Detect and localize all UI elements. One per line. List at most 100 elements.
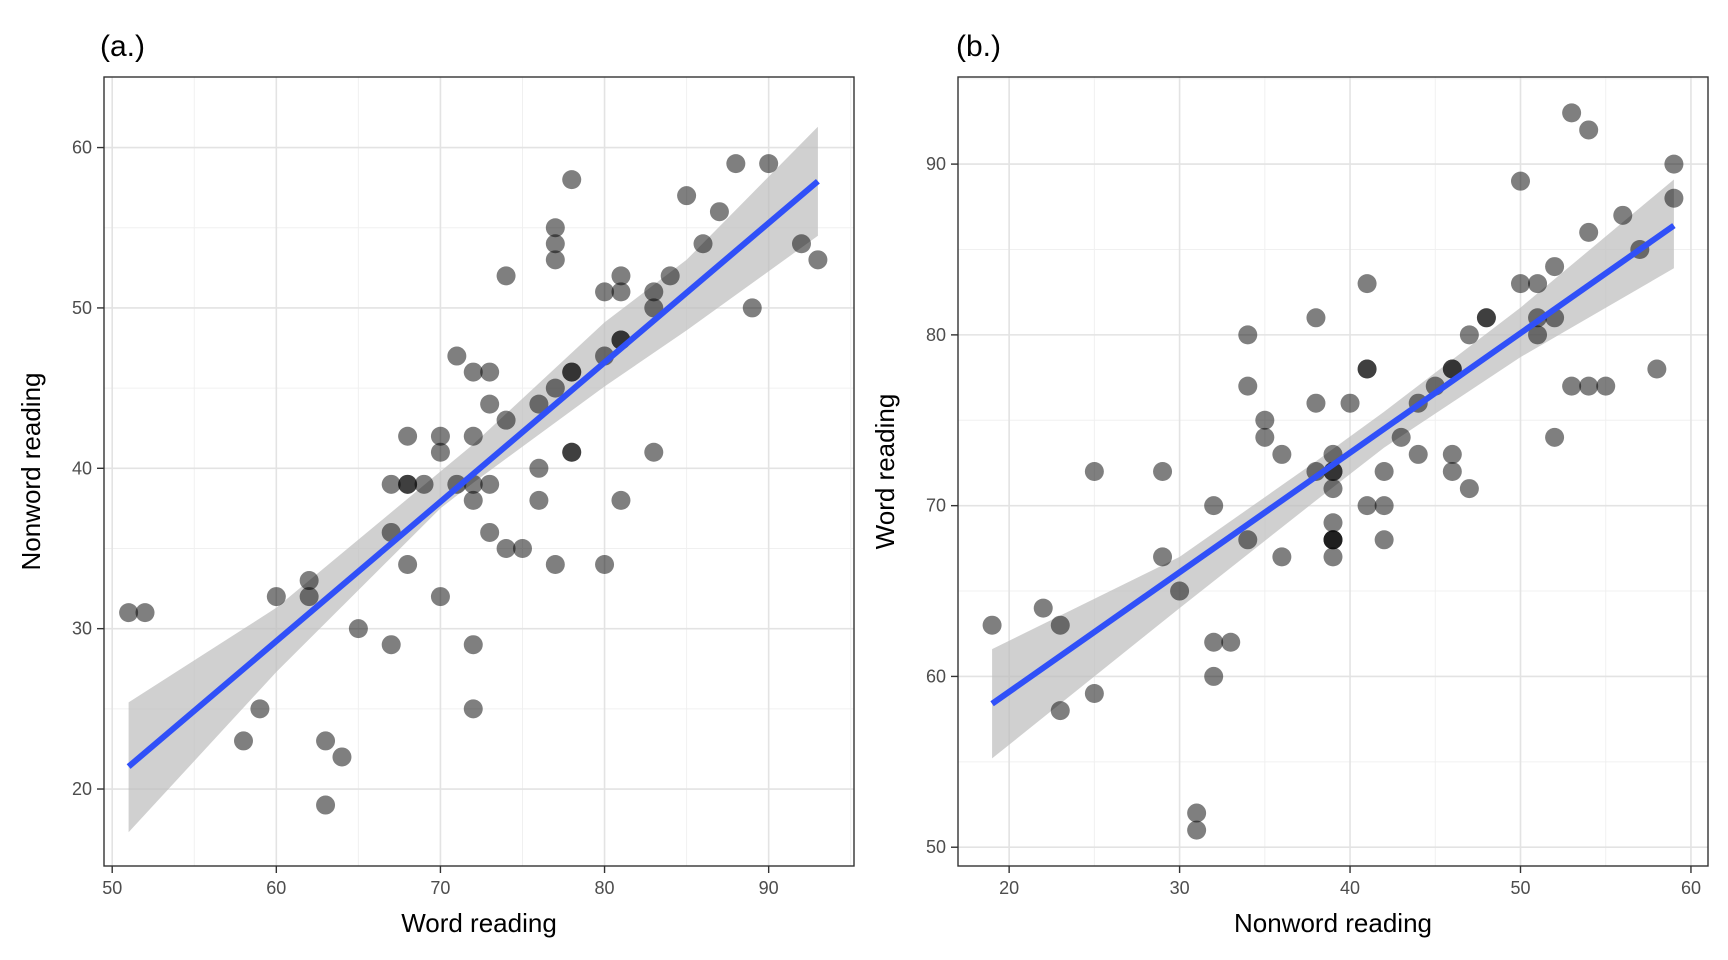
data-point — [316, 795, 336, 815]
data-point — [726, 154, 746, 174]
data-point — [1562, 103, 1582, 123]
data-point — [1579, 120, 1599, 140]
data-point — [463, 362, 483, 382]
x-tick-label: 70 — [430, 878, 450, 898]
x-tick-label: 50 — [102, 878, 122, 898]
data-point — [595, 555, 615, 575]
data-point — [381, 474, 401, 494]
data-point — [135, 603, 155, 623]
data-point — [1204, 496, 1224, 516]
data-point — [545, 555, 565, 575]
data-point — [1272, 444, 1292, 464]
data-point — [1084, 462, 1104, 481]
data-point — [348, 619, 368, 639]
data-point — [693, 234, 713, 254]
y-tick-label: 60 — [926, 666, 946, 686]
data-point — [759, 154, 779, 174]
data-point — [1238, 376, 1258, 396]
data-point — [644, 282, 664, 302]
data-point — [299, 571, 319, 591]
data-point — [299, 587, 319, 607]
data-point — [1545, 427, 1565, 447]
data-point — [1476, 308, 1496, 328]
data-point — [1238, 325, 1258, 345]
data-point — [480, 362, 500, 382]
data-point — [1323, 547, 1343, 567]
data-point — [1357, 359, 1377, 379]
data-point — [529, 490, 549, 510]
data-point — [1442, 462, 1462, 481]
data-point — [266, 587, 286, 607]
data-point — [529, 394, 549, 414]
y-tick-label: 40 — [72, 458, 92, 478]
data-point — [1187, 803, 1207, 823]
data-point — [1459, 479, 1479, 499]
data-point — [545, 234, 565, 254]
x-axis-title: Nonword reading — [1234, 908, 1432, 938]
data-point — [545, 250, 565, 270]
data-point — [1153, 547, 1173, 567]
data-point — [808, 250, 828, 270]
data-point — [1357, 496, 1377, 516]
data-point — [119, 603, 139, 623]
data-point — [1153, 462, 1173, 481]
data-point — [562, 442, 582, 462]
y-tick-label: 50 — [72, 298, 92, 318]
data-point — [1579, 376, 1599, 396]
x-tick-label: 60 — [1681, 878, 1701, 898]
data-point — [1613, 205, 1633, 225]
data-point — [1323, 479, 1343, 499]
data-point — [1459, 325, 1479, 345]
data-point — [611, 282, 631, 302]
data-point — [595, 282, 615, 302]
y-tick-label: 70 — [926, 496, 946, 516]
x-tick-label: 30 — [1170, 878, 1190, 898]
data-point — [496, 410, 516, 430]
data-point — [1596, 376, 1616, 396]
data-point — [463, 426, 483, 446]
data-point — [1050, 615, 1070, 635]
data-point — [316, 731, 336, 751]
data-point — [982, 615, 1002, 635]
panel-b: 20 30 40 50 60 50 60 70 80 90 Nonword reading Word … — [870, 30, 1709, 938]
data-point — [1033, 598, 1053, 618]
data-point — [496, 266, 516, 286]
data-point — [381, 635, 401, 655]
data-point — [791, 234, 811, 254]
x-tick-label: 80 — [595, 878, 615, 898]
data-point — [545, 378, 565, 398]
data-point — [1323, 513, 1343, 533]
y-tick-label: 30 — [72, 619, 92, 639]
data-point — [430, 587, 450, 607]
data-point — [1357, 274, 1377, 294]
data-point — [1579, 222, 1599, 242]
panel-label: (b.) — [956, 30, 1001, 63]
regression-line — [126, 178, 820, 769]
data-point — [233, 731, 253, 751]
data-point — [496, 538, 516, 558]
data-point — [1170, 581, 1190, 601]
data-point — [1442, 359, 1462, 379]
data-point — [1511, 171, 1530, 191]
data-point — [1204, 632, 1224, 652]
data-point — [709, 202, 729, 222]
data-point — [1528, 325, 1548, 345]
data-point — [480, 474, 500, 494]
data-point — [250, 699, 270, 719]
data-point — [1545, 257, 1565, 277]
data-point — [1272, 547, 1292, 567]
data-point — [1084, 684, 1104, 704]
data-point — [545, 218, 565, 238]
data-point — [332, 747, 352, 767]
data-point — [562, 362, 582, 382]
x-tick-label: 60 — [266, 878, 286, 898]
data-point — [1340, 393, 1360, 413]
data-point — [480, 522, 500, 542]
data-point — [1255, 427, 1275, 447]
panel-label: (a.) — [100, 30, 145, 63]
regression-line — [990, 223, 1676, 707]
data-point — [1306, 308, 1326, 328]
y-tick-label: 60 — [72, 138, 92, 158]
data-point — [463, 699, 483, 719]
